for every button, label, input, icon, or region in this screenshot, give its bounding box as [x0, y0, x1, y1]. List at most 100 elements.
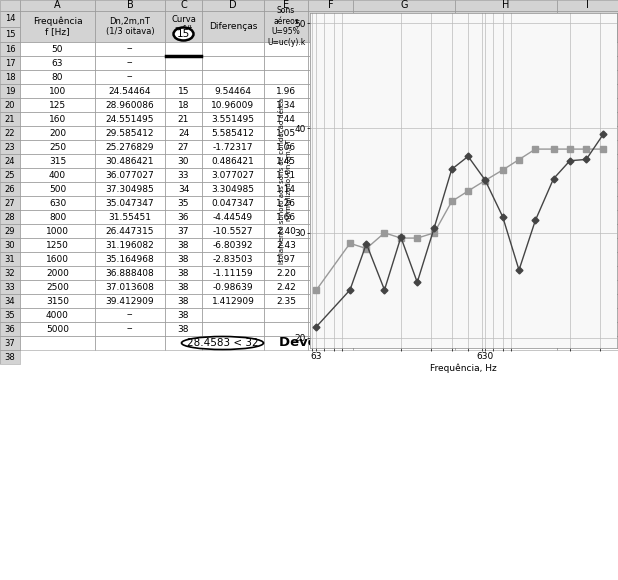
- Text: 3.551495: 3.551495: [211, 114, 255, 124]
- Bar: [95, 168, 165, 182]
- Bar: [20, 238, 95, 252]
- Text: 31.196082: 31.196082: [106, 241, 154, 249]
- Bar: [165, 11, 202, 42]
- Bar: [264, 140, 308, 154]
- Bar: [308, 322, 353, 336]
- Text: 35: 35: [178, 198, 189, 208]
- Bar: [0, 42, 20, 56]
- Text: -6.80392: -6.80392: [213, 241, 253, 249]
- Bar: [0, 168, 20, 182]
- Bar: [0, 0, 20, 11]
- Bar: [95, 154, 165, 168]
- Bar: [264, 0, 308, 11]
- Bar: [557, 154, 618, 168]
- Bar: [95, 56, 165, 70]
- Bar: [165, 308, 202, 322]
- Bar: [557, 294, 618, 308]
- Text: 27: 27: [178, 143, 189, 151]
- Text: 5.585412: 5.585412: [211, 129, 255, 137]
- Bar: [308, 252, 353, 266]
- Bar: [165, 238, 202, 252]
- Bar: [95, 84, 165, 98]
- Bar: [202, 11, 264, 42]
- Text: 400: 400: [49, 171, 66, 179]
- Bar: [308, 224, 353, 238]
- Bar: [165, 42, 202, 56]
- Bar: [353, 140, 455, 154]
- Bar: [0, 280, 20, 294]
- Text: Diferenças: Diferenças: [209, 22, 257, 31]
- Text: 50: 50: [52, 45, 63, 53]
- Bar: [165, 266, 202, 280]
- Bar: [264, 112, 308, 126]
- Text: Frequência
f [Hz]: Frequência f [Hz]: [33, 17, 82, 37]
- Text: 25.276829: 25.276829: [106, 143, 154, 151]
- Text: 39.412909: 39.412909: [106, 296, 154, 306]
- Bar: [202, 238, 264, 252]
- Bar: [308, 210, 353, 224]
- Text: 38: 38: [178, 269, 189, 277]
- Text: Curva
ref#: Curva ref#: [171, 15, 196, 34]
- Bar: [264, 266, 308, 280]
- Text: 15: 15: [178, 86, 189, 96]
- Bar: [165, 70, 202, 84]
- Bar: [264, 11, 308, 42]
- Bar: [264, 322, 308, 336]
- Bar: [165, 336, 202, 350]
- Bar: [455, 70, 557, 84]
- Bar: [20, 266, 95, 280]
- Bar: [20, 322, 95, 336]
- Bar: [353, 308, 455, 322]
- Bar: [353, 336, 455, 350]
- Text: 17: 17: [5, 59, 15, 67]
- Bar: [202, 154, 264, 168]
- Bar: [165, 56, 202, 70]
- Text: 1.06: 1.06: [276, 143, 296, 151]
- Text: 2500: 2500: [46, 282, 69, 292]
- Bar: [0, 266, 20, 280]
- Bar: [0, 238, 20, 252]
- Text: 38: 38: [178, 310, 189, 320]
- Text: --: --: [127, 310, 133, 320]
- Text: 2000: 2000: [46, 269, 69, 277]
- Bar: [165, 182, 202, 196]
- Bar: [308, 266, 353, 280]
- Bar: [0, 154, 20, 168]
- Bar: [353, 224, 455, 238]
- Bar: [557, 11, 618, 42]
- Bar: [20, 126, 95, 140]
- Text: D: D: [229, 1, 237, 10]
- Text: 37: 37: [178, 227, 189, 235]
- Bar: [0, 350, 20, 364]
- Bar: [165, 224, 202, 238]
- Bar: [20, 168, 95, 182]
- Bar: [557, 252, 618, 266]
- Text: 14: 14: [5, 14, 15, 23]
- Bar: [202, 224, 264, 238]
- Bar: [308, 112, 353, 126]
- Bar: [0, 112, 20, 126]
- Text: -0.98639: -0.98639: [213, 282, 253, 292]
- Bar: [557, 238, 618, 252]
- Bar: [455, 140, 557, 154]
- Text: 2.20: 2.20: [276, 269, 296, 277]
- Text: 3150: 3150: [46, 296, 69, 306]
- Bar: [202, 11, 264, 42]
- Text: F: F: [328, 1, 333, 10]
- Bar: [264, 294, 308, 308]
- Text: I: I: [586, 1, 589, 10]
- Bar: [0, 322, 20, 336]
- Bar: [202, 56, 264, 70]
- Bar: [165, 112, 202, 126]
- Bar: [95, 140, 165, 154]
- Bar: [353, 252, 455, 266]
- Bar: [202, 140, 264, 154]
- Text: 10.96009: 10.96009: [211, 100, 255, 110]
- Text: 24: 24: [178, 129, 189, 137]
- Text: 15: 15: [177, 29, 190, 39]
- Bar: [95, 224, 165, 238]
- Bar: [165, 140, 202, 154]
- Bar: [20, 224, 95, 238]
- Bar: [308, 196, 353, 210]
- Text: 38: 38: [4, 353, 15, 361]
